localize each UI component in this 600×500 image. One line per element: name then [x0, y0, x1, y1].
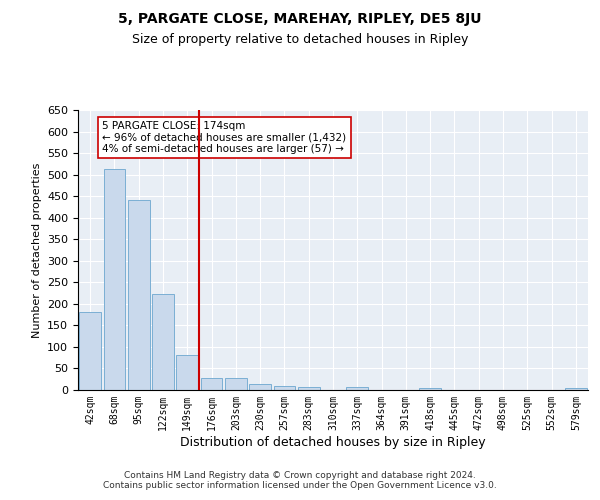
Text: Contains HM Land Registry data © Crown copyright and database right 2024.
Contai: Contains HM Land Registry data © Crown c… — [103, 470, 497, 490]
Bar — [298, 387, 320, 390]
Bar — [152, 294, 174, 390]
Bar — [128, 200, 149, 390]
Text: 5, PARGATE CLOSE, MAREHAY, RIPLEY, DE5 8JU: 5, PARGATE CLOSE, MAREHAY, RIPLEY, DE5 8… — [118, 12, 482, 26]
Y-axis label: Number of detached properties: Number of detached properties — [32, 162, 41, 338]
Bar — [104, 170, 125, 390]
Bar — [225, 378, 247, 390]
X-axis label: Distribution of detached houses by size in Ripley: Distribution of detached houses by size … — [180, 436, 486, 448]
Bar — [200, 378, 223, 390]
Bar — [419, 388, 441, 390]
Bar — [274, 386, 295, 390]
Bar — [176, 354, 198, 390]
Bar — [79, 312, 101, 390]
Bar — [346, 387, 368, 390]
Bar — [565, 388, 587, 390]
Text: Size of property relative to detached houses in Ripley: Size of property relative to detached ho… — [132, 32, 468, 46]
Bar — [249, 384, 271, 390]
Text: 5 PARGATE CLOSE: 174sqm
← 96% of detached houses are smaller (1,432)
4% of semi-: 5 PARGATE CLOSE: 174sqm ← 96% of detache… — [102, 121, 346, 154]
